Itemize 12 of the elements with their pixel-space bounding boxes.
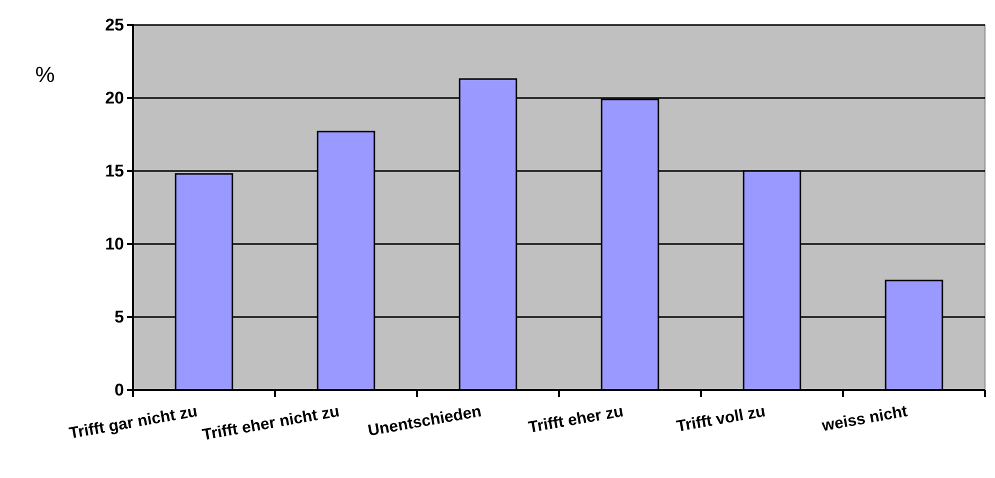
y-tick-label: 15 bbox=[105, 161, 124, 180]
y-tick-label: 5 bbox=[114, 307, 124, 326]
y-tick-label: 25 bbox=[105, 15, 124, 34]
y-tick-label: 10 bbox=[105, 234, 124, 254]
x-tick-label: weiss nicht bbox=[820, 403, 910, 436]
x-tick-label: Trifft eher zu bbox=[527, 403, 625, 437]
x-tick-label: Trifft eher nicht zu bbox=[201, 403, 341, 444]
y-axis-title: % bbox=[35, 62, 55, 87]
x-tick-label: Trifft gar nicht zu bbox=[68, 403, 199, 442]
y-tick-label: 20 bbox=[105, 88, 124, 108]
y-tick-label: 0 bbox=[114, 380, 124, 400]
x-tick-label: Trifft voll zu bbox=[675, 403, 767, 436]
